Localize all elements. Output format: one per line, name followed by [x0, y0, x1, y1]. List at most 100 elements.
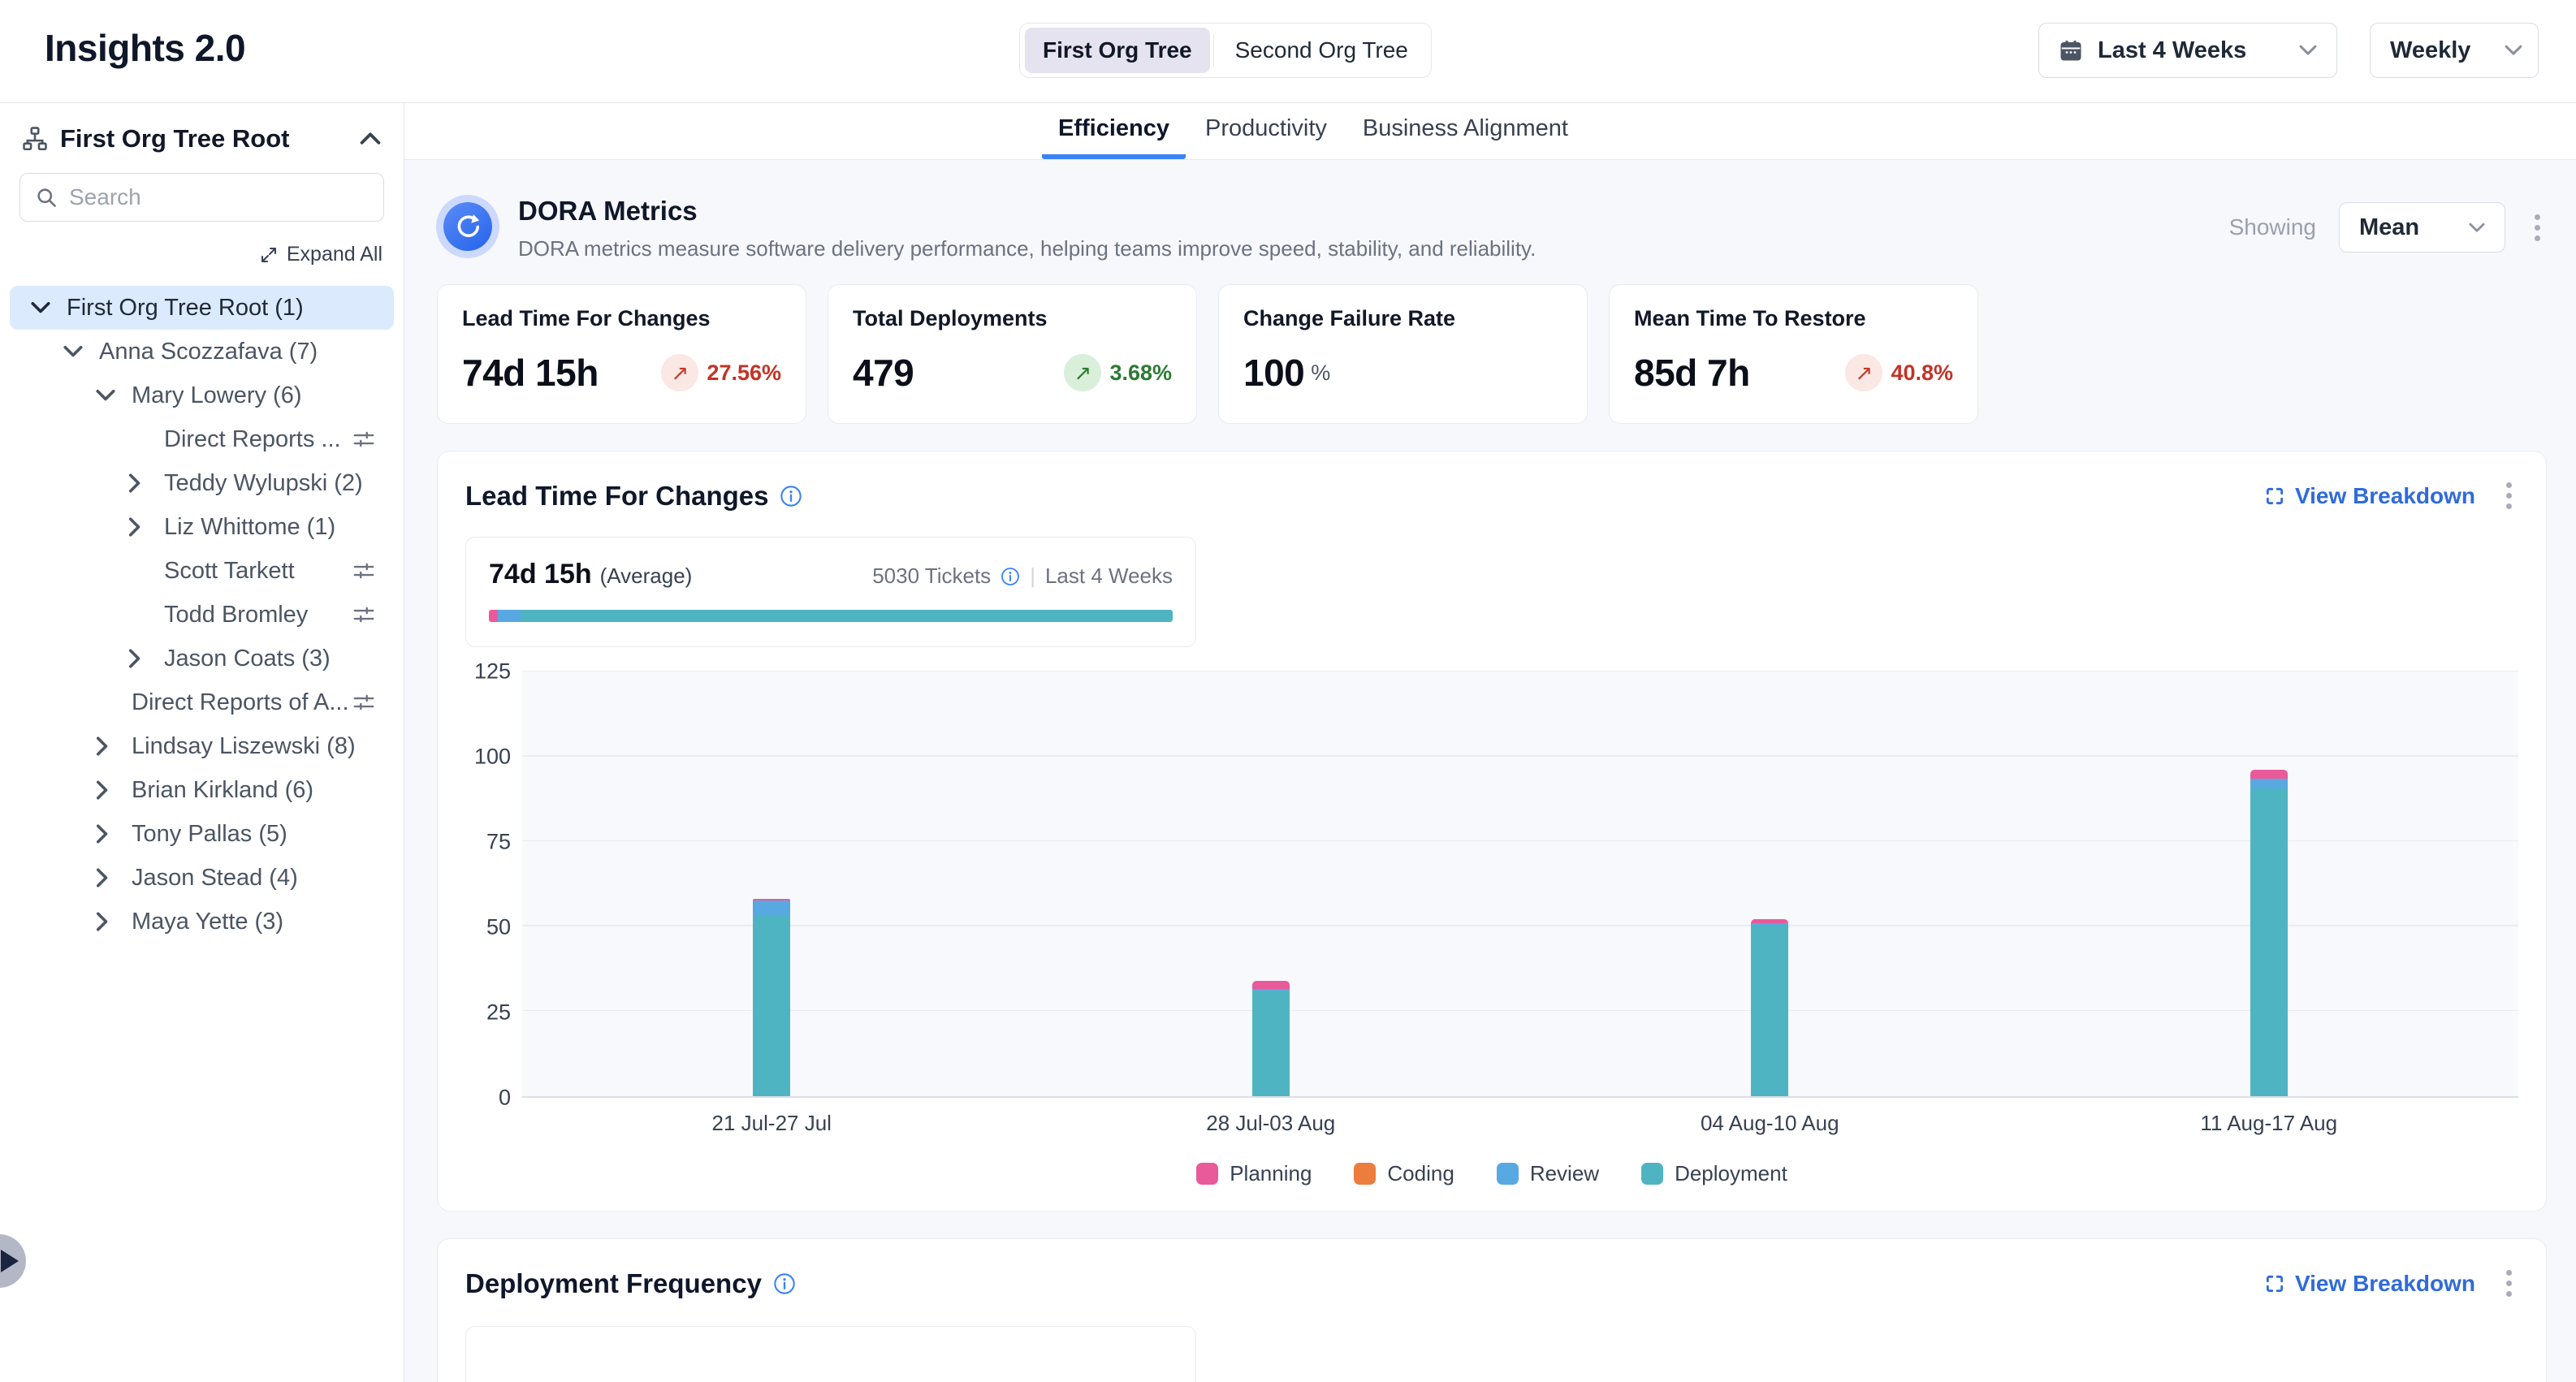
legend-item-planning[interactable]: Planning	[1196, 1161, 1312, 1186]
trend-badge: ↗ 3.68%	[1064, 354, 1172, 391]
chevron-right-icon[interactable]	[128, 649, 161, 668]
chevron-down-icon	[2469, 222, 2485, 233]
sliders-icon[interactable]	[352, 690, 376, 715]
sliders-icon[interactable]	[352, 559, 376, 583]
trend-delta: 3.68%	[1109, 360, 1172, 385]
deployment-frequency-title: Deployment Frequency	[465, 1268, 762, 1298]
tree-item-label: Direct Reports ...	[164, 425, 341, 452]
tree-item-maya-yette-3[interactable]: Maya Yette (3)	[10, 900, 394, 944]
tree-item-label: Teddy Wylupski (2)	[164, 469, 363, 496]
metric-value: 74d 15h	[462, 352, 599, 394]
chevron-right-icon[interactable]	[96, 824, 128, 844]
tree-item-jason-coats-3[interactable]: Jason Coats (3)	[10, 637, 394, 680]
expand-all-button[interactable]: Expand All	[0, 243, 383, 266]
tree-item-teddy-wylupski-2[interactable]: Teddy Wylupski (2)	[10, 461, 394, 505]
expand-all-label: Expand All	[286, 243, 383, 266]
sidebar-collapse-handle[interactable]	[0, 1234, 26, 1288]
date-range-value: Last 4 Weeks	[2098, 37, 2247, 63]
phase-progress-bar	[489, 610, 1173, 622]
sidebar-collapse-chevron[interactable]	[360, 132, 381, 145]
progress-segment-review	[497, 610, 521, 622]
tree-item-mary-lowery-6[interactable]: Mary Lowery (6)	[10, 374, 394, 417]
tree-item-todd-bromley[interactable]: Todd Bromley	[10, 593, 394, 637]
bar-segment-review	[2250, 778, 2288, 789]
date-range-select[interactable]: Last 4 Weeks	[2038, 23, 2337, 78]
info-icon[interactable]	[1001, 567, 1020, 586]
legend-item-coding[interactable]: Coding	[1354, 1161, 1454, 1186]
metric-title: Lead Time For Changes	[462, 306, 711, 330]
y-tick-label: 75	[486, 829, 511, 854]
tree-item-label: Jason Stead (4)	[132, 864, 298, 891]
tree-item-anna-scozzafava-7[interactable]: Anna Scozzafava (7)	[10, 330, 394, 374]
metric-card-change-failure-rate: Change Failure Rate 100%	[1218, 284, 1588, 424]
tree-item-brian-kirkland-6[interactable]: Brian Kirkland (6)	[10, 768, 394, 812]
tree-item-scott-tarkett[interactable]: Scott Tarkett	[10, 549, 394, 593]
chevron-right-icon[interactable]	[96, 868, 128, 888]
info-icon[interactable]	[780, 485, 802, 507]
tree-item-first-org-tree-root-1[interactable]: First Org Tree Root (1)	[10, 286, 394, 330]
deployment-frequency-section: Deployment Frequency View Breakdown	[437, 1238, 2547, 1382]
tree-item-liz-whittome-1[interactable]: Liz Whittome (1)	[10, 505, 394, 549]
chevron-down-icon[interactable]	[31, 301, 63, 314]
granularity-select[interactable]: Weekly	[2370, 23, 2539, 78]
calendar-icon	[2059, 38, 2083, 63]
legend-item-deployment[interactable]: Deployment	[1641, 1161, 1787, 1186]
legend-swatch	[1496, 1163, 1519, 1185]
page-title: Insights 2.0	[45, 27, 246, 69]
bar-segment-deployment	[2250, 788, 2288, 1096]
sliders-icon[interactable]	[352, 427, 376, 451]
progress-segment-deployment	[520, 610, 1173, 622]
metric-value: 100	[1243, 352, 1305, 394]
bar-segment-review	[1751, 922, 1789, 925]
chevron-right-icon[interactable]	[128, 517, 161, 537]
trend-badge: ↗ 27.56%	[661, 354, 781, 391]
tree-item-label: First Org Tree Root (1)	[67, 294, 304, 321]
metric-card-total-deployments: Total Deployments 479 ↗ 3.68%	[828, 284, 1197, 424]
chevron-right-icon[interactable]	[96, 736, 128, 756]
bar-segment-planning	[1751, 919, 1789, 923]
lead-time-view-breakdown[interactable]: View Breakdown	[2264, 483, 2475, 509]
app-header: Insights 2.0 First Org Tree Second Org T…	[0, 0, 2576, 103]
chevron-right-icon[interactable]	[96, 780, 128, 800]
info-icon[interactable]	[773, 1272, 796, 1295]
tree-item-label: Liz Whittome (1)	[164, 513, 336, 540]
org-tree-icon	[21, 125, 49, 153]
chevron-down-icon[interactable]	[63, 345, 96, 358]
bar-segment-review	[1251, 989, 1290, 991]
lead-time-section: Lead Time For Changes View Breakdown	[437, 451, 2547, 1211]
tree-item-tony-pallas-5[interactable]: Tony Pallas (5)	[10, 812, 394, 856]
metric-card-lead-time-for-changes: Lead Time For Changes 74d 15h ↗ 27.56%	[437, 284, 806, 424]
summary-average-suffix: (Average)	[599, 564, 693, 588]
tree-item-jason-stead-4[interactable]: Jason Stead (4)	[10, 856, 394, 900]
search-input[interactable]	[69, 184, 369, 210]
mean-select[interactable]: Mean	[2339, 202, 2505, 253]
tab-business-alignment[interactable]: Business Alignment	[1362, 115, 1568, 141]
tab-efficiency[interactable]: Efficiency	[1042, 103, 1186, 159]
collapse-handle-icon	[1, 1250, 19, 1272]
toggle-divider	[1212, 34, 1214, 67]
y-axis-labels: 0 25 50 75 100 125	[465, 659, 522, 1110]
tree-item-lindsay-liszewski-8[interactable]: Lindsay Liszewski (8)	[10, 724, 394, 768]
deployment-view-breakdown[interactable]: View Breakdown	[2264, 1271, 2475, 1297]
metric-value: 85d 7h	[1634, 352, 1750, 394]
legend-item-review[interactable]: Review	[1496, 1161, 1599, 1186]
tree-item-direct-reports-of-a[interactable]: Direct Reports of A...	[10, 680, 394, 724]
toggle-second-org-tree[interactable]: Second Org Tree	[1234, 37, 1408, 63]
main-area: Efficiency Productivity Business Alignme…	[404, 103, 2576, 1382]
sidebar-search	[19, 173, 384, 222]
view-breakdown-icon	[2264, 486, 2285, 507]
lead-time-kebab-menu[interactable]	[2500, 476, 2518, 516]
toggle-first-org-tree[interactable]: First Org Tree	[1025, 28, 1210, 73]
chevron-down-icon[interactable]	[96, 389, 128, 402]
deployment-kebab-menu[interactable]	[2500, 1263, 2518, 1303]
sliders-icon[interactable]	[352, 602, 376, 627]
dora-description: DORA metrics measure software delivery p…	[518, 236, 1537, 261]
tree-item-direct-reports[interactable]: Direct Reports ...	[10, 417, 394, 461]
dora-kebab-menu[interactable]	[2528, 208, 2547, 248]
chevron-right-icon[interactable]	[96, 912, 128, 931]
y-tick-label: 0	[498, 1085, 511, 1110]
chevron-right-icon[interactable]	[128, 473, 161, 493]
expand-all-icon	[259, 245, 279, 265]
tab-productivity[interactable]: Productivity	[1205, 115, 1327, 141]
trend-delta: 27.56%	[707, 360, 781, 385]
